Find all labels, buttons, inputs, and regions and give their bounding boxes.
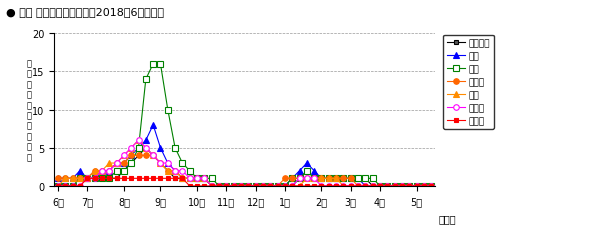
四国中央 bbox=[142, 147, 149, 149]
八幡浜 bbox=[84, 177, 91, 180]
Line: 宇和島: 宇和島 bbox=[56, 176, 433, 188]
四国中央 bbox=[428, 185, 435, 188]
Legend: 四国中央, 西条, 今治, 松山市, 中予, 八幡浜, 宇和島: 四国中央, 西条, 今治, 松山市, 中予, 八幡浜, 宇和島 bbox=[443, 35, 493, 130]
宇和島 bbox=[84, 177, 91, 180]
中予 bbox=[289, 185, 296, 188]
宇和島 bbox=[406, 185, 413, 188]
西条 bbox=[310, 170, 318, 172]
松山市 bbox=[54, 177, 62, 180]
宇和島 bbox=[54, 185, 62, 188]
四国中央 bbox=[84, 177, 91, 180]
Line: 四国中央: 四国中央 bbox=[56, 146, 433, 188]
松山市 bbox=[208, 185, 215, 188]
松山市 bbox=[428, 185, 435, 188]
松山市 bbox=[84, 177, 91, 180]
中予 bbox=[135, 139, 142, 142]
中予 bbox=[303, 177, 310, 180]
四国中央 bbox=[296, 177, 303, 180]
今治 bbox=[150, 63, 157, 66]
八幡浜 bbox=[54, 185, 62, 188]
宇和島 bbox=[193, 185, 201, 188]
西条 bbox=[266, 185, 274, 188]
西条 bbox=[193, 177, 201, 180]
西条 bbox=[150, 124, 157, 127]
西条 bbox=[54, 177, 62, 180]
今治 bbox=[84, 177, 91, 180]
西条 bbox=[428, 185, 435, 188]
宇和島 bbox=[303, 185, 310, 188]
中予 bbox=[193, 177, 201, 180]
中予 bbox=[428, 185, 435, 188]
松山市 bbox=[296, 177, 303, 180]
Line: 松山市: 松山市 bbox=[55, 153, 434, 189]
宇和島 bbox=[289, 185, 296, 188]
松山市 bbox=[193, 177, 201, 180]
松山市 bbox=[310, 177, 318, 180]
今治 bbox=[303, 170, 310, 172]
松山市 bbox=[266, 185, 274, 188]
八幡浜 bbox=[289, 185, 296, 188]
今治 bbox=[237, 185, 245, 188]
今治 bbox=[406, 185, 413, 188]
宇和島 bbox=[428, 185, 435, 188]
西条 bbox=[84, 177, 91, 180]
八幡浜 bbox=[406, 185, 413, 188]
八幡浜 bbox=[428, 185, 435, 188]
八幡浜 bbox=[193, 177, 201, 180]
四国中央 bbox=[266, 185, 274, 188]
Line: 西条: 西条 bbox=[55, 123, 434, 189]
Text: （週）: （週） bbox=[439, 214, 456, 223]
西条 bbox=[296, 170, 303, 172]
中予 bbox=[237, 185, 245, 188]
西条 bbox=[208, 185, 215, 188]
八幡浜 bbox=[237, 185, 245, 188]
四国中央 bbox=[54, 177, 62, 180]
Y-axis label: 定
点
当
た
り
患
者
報
告
数: 定 点 当 た り 患 者 報 告 数 bbox=[27, 59, 32, 161]
宇和島 bbox=[237, 185, 245, 188]
松山市 bbox=[127, 154, 135, 157]
今治 bbox=[428, 185, 435, 188]
西条 bbox=[245, 185, 252, 188]
Line: 八幡浜: 八幡浜 bbox=[55, 138, 434, 189]
中予 bbox=[406, 185, 413, 188]
Text: ● 県内 保健所別発生動向（2018年6月以降）: ● 県内 保健所別発生動向（2018年6月以降） bbox=[6, 7, 164, 17]
八幡浜 bbox=[303, 177, 310, 180]
中予 bbox=[54, 185, 62, 188]
Line: 中予: 中予 bbox=[55, 138, 434, 189]
中予 bbox=[84, 177, 91, 180]
今治 bbox=[289, 177, 296, 180]
四国中央 bbox=[208, 185, 215, 188]
八幡浜 bbox=[135, 139, 142, 142]
四国中央 bbox=[193, 177, 201, 180]
四国中央 bbox=[310, 177, 318, 180]
四国中央 bbox=[245, 185, 252, 188]
宇和島 bbox=[91, 177, 98, 180]
松山市 bbox=[245, 185, 252, 188]
今治 bbox=[193, 177, 201, 180]
今治 bbox=[54, 185, 62, 188]
Line: 今治: 今治 bbox=[55, 62, 434, 189]
